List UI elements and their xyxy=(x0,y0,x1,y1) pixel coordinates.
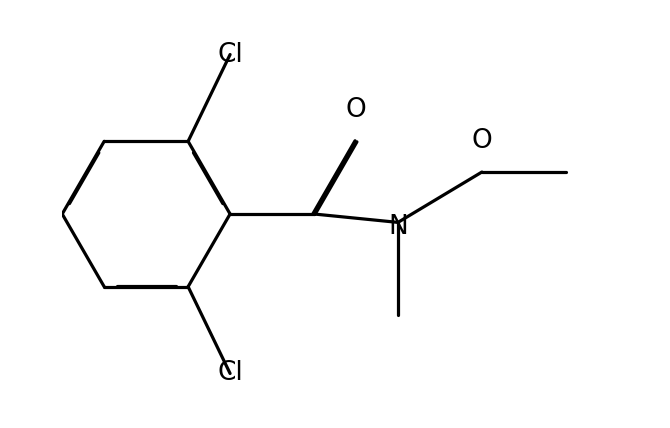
Text: O: O xyxy=(346,97,366,123)
Text: N: N xyxy=(388,214,408,240)
Text: Cl: Cl xyxy=(217,42,243,68)
Text: Cl: Cl xyxy=(217,360,243,386)
Text: O: O xyxy=(472,128,492,154)
